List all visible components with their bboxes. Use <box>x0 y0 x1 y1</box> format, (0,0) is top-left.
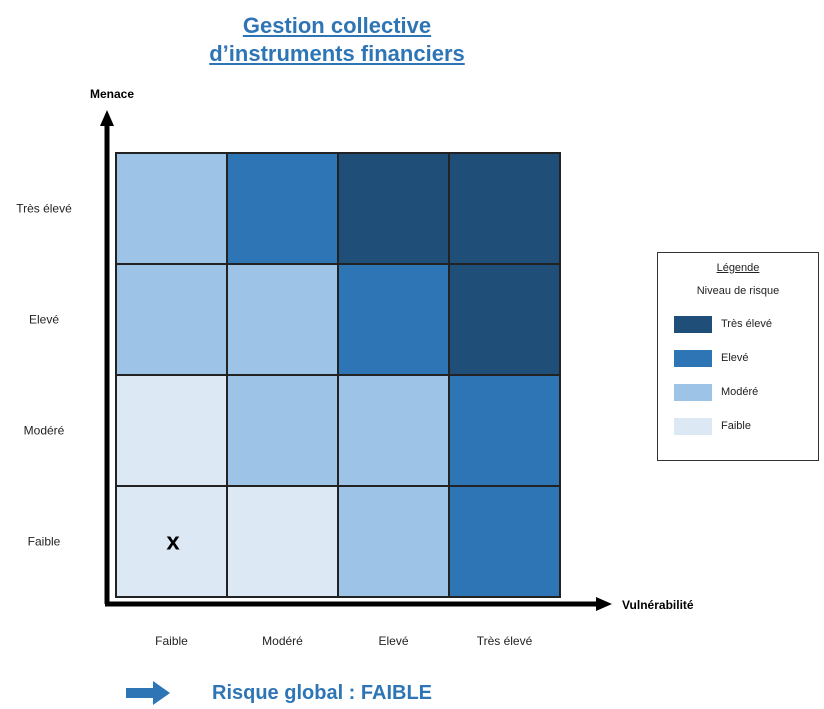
heatmap-cell <box>337 374 450 487</box>
legend-label: Elevé <box>721 352 749 364</box>
heatmap-cell <box>115 485 228 598</box>
legend-swatch <box>674 417 712 435</box>
global-risk-text: Risque global : FAIBLE <box>212 681 433 704</box>
y-tick-label: Elevé <box>29 313 59 327</box>
y-tick-label: Modéré <box>24 424 65 438</box>
legend-item-tres-eleve: Très élevé <box>674 315 772 333</box>
chart-title-line-2: d’instruments financiers <box>209 41 465 66</box>
legend-swatch <box>674 383 712 401</box>
legend-swatch <box>674 349 712 367</box>
heatmap-cell <box>448 152 561 265</box>
legend-item-faible: Faible <box>674 417 751 435</box>
legend-swatch <box>674 315 712 333</box>
risk-marker: x <box>166 529 180 556</box>
legend-title: Légende <box>716 262 760 274</box>
heatmap-cell <box>226 485 339 598</box>
heatmap-cell <box>226 152 339 265</box>
heatmap-cell <box>226 374 339 487</box>
legend-subtitle: Niveau de risque <box>696 285 780 297</box>
global-risk-summary: Risque global : FAIBLE <box>126 678 432 708</box>
heatmap-cell <box>226 263 339 376</box>
x-tick-label: Très élevé <box>477 634 533 648</box>
chart-title: Gestion collective d’instruments financi… <box>150 12 524 68</box>
y-tick-label: Faible <box>28 535 61 549</box>
heatmap-cell <box>115 263 228 376</box>
heatmap-cell <box>448 485 561 598</box>
heatmap-cell <box>337 485 450 598</box>
legend-label: Faible <box>721 420 751 432</box>
x-tick-label: Elevé <box>378 634 408 648</box>
right-arrow-icon <box>126 681 170 705</box>
heatmap-cell <box>448 263 561 376</box>
heatmap-cell <box>448 374 561 487</box>
x-axis-label: Vulnérabilité <box>622 598 694 612</box>
legend-item-modere: Modéré <box>674 383 758 401</box>
chart-title-line-1: Gestion collective <box>242 13 432 38</box>
x-axis-arrowhead <box>596 597 612 611</box>
y-tick-label: Très élevé <box>16 202 72 216</box>
x-tick-label: Faible <box>155 634 188 648</box>
legend: Légende Niveau de risque Très élevé Elev… <box>657 252 819 461</box>
y-axis-label: Menace <box>90 87 134 101</box>
heatmap-cell <box>337 263 450 376</box>
heatmap-cell <box>115 374 228 487</box>
x-tick-label: Modéré <box>262 634 303 648</box>
legend-item-eleve: Elevé <box>674 349 749 367</box>
legend-label: Modéré <box>721 386 759 398</box>
heatmap-cell <box>115 152 228 265</box>
heatmap-cell <box>337 152 450 265</box>
legend-label: Très élevé <box>721 318 772 330</box>
y-axis-arrowhead <box>100 110 114 126</box>
